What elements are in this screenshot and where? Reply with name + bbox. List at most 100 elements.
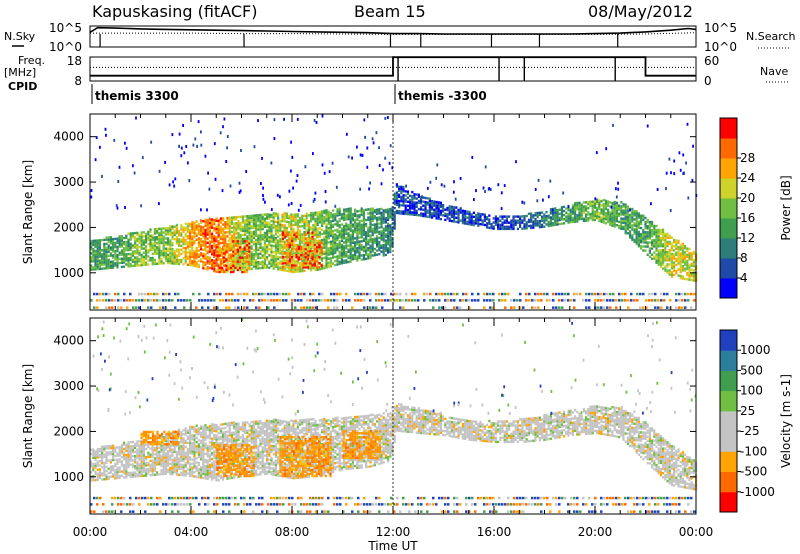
echo-cell [107, 238, 110, 241]
echo-cell [120, 464, 123, 467]
echo-cell [252, 259, 255, 262]
echo-cell [367, 216, 370, 219]
echo-cell [635, 218, 638, 221]
echo-cell [270, 262, 273, 266]
echo-cell [109, 444, 112, 448]
echo-cell [690, 268, 693, 272]
echo-cell [349, 240, 352, 243]
echo-cell [215, 217, 218, 220]
echo-cell [384, 249, 387, 253]
echo-cell [435, 200, 438, 204]
scatter-cell [292, 186, 294, 190]
echo-cell [470, 215, 473, 218]
echo-cell [303, 259, 306, 262]
echo-cell [195, 238, 198, 241]
echo-cell [565, 217, 568, 220]
echo-cell [490, 222, 493, 226]
echo-cell [120, 450, 123, 453]
echo-cell [103, 244, 106, 248]
echo-cell [94, 253, 97, 257]
near-range-cell [573, 292, 576, 296]
echo-cell [345, 214, 348, 217]
echo-cell [354, 249, 357, 252]
echo-cell [360, 231, 363, 235]
echo-cell [626, 219, 629, 223]
echo-cell [94, 464, 97, 467]
echo-cell [169, 241, 172, 244]
scatter-cell [549, 179, 552, 183]
echo-cell [310, 214, 313, 217]
echo-cell [114, 464, 117, 468]
echo-cell [226, 216, 229, 220]
echo-cell [189, 229, 192, 232]
echo-cell [98, 249, 101, 252]
echo-cell [114, 471, 117, 474]
echo-cell [314, 217, 317, 221]
echo-cell [334, 259, 337, 263]
echo-cell [142, 259, 145, 263]
scatter-cell [692, 144, 694, 148]
echo-cell [215, 244, 218, 247]
echo-cell [182, 226, 185, 229]
echo-cell [272, 265, 275, 268]
echo-cell [455, 216, 458, 219]
echo-cell [413, 209, 416, 212]
echo-cell [120, 253, 123, 256]
echo-cell [228, 222, 231, 226]
echo-cell [270, 215, 273, 219]
echo-cell [578, 213, 581, 217]
echo-cell [453, 220, 456, 223]
echo-cell [296, 231, 299, 234]
echo-cell [180, 226, 183, 229]
echo-cell [637, 214, 640, 217]
echo-cell [635, 220, 638, 223]
echo-cell [295, 245, 298, 249]
echo-cell [237, 234, 240, 237]
near-range-cell [348, 299, 351, 302]
echo-cell [96, 247, 99, 250]
echo-cell [184, 238, 187, 242]
echo-cell [261, 238, 264, 241]
echo-cell [255, 220, 258, 223]
echo-cell [223, 252, 226, 255]
echo-cell [123, 257, 126, 260]
echo-cell [306, 251, 310, 255]
near-range-cell [600, 306, 603, 309]
echo-cell [92, 450, 95, 453]
echo-cell [261, 221, 264, 225]
echo-cell [314, 266, 317, 270]
echo-cell [96, 474, 99, 477]
near-range-cell [258, 292, 261, 296]
echo-cell [171, 249, 174, 253]
echo-cell [288, 268, 291, 271]
echo-cell [250, 257, 253, 260]
echo-cell [316, 213, 319, 216]
echo-cell [109, 475, 112, 478]
near-range-cell [333, 306, 336, 309]
echo-cell [560, 214, 563, 217]
echo-cell [472, 219, 475, 223]
echo-cell [195, 261, 198, 264]
echo-cell [90, 246, 93, 249]
echo-cell [309, 237, 312, 240]
echo-cell [227, 256, 230, 259]
echo-cell [145, 245, 148, 248]
echo-cell [191, 223, 194, 226]
echo-cell [312, 217, 315, 221]
echo-cell [140, 231, 143, 234]
echo-cell [92, 241, 95, 245]
echo-cell [648, 231, 651, 234]
echo-cell [197, 224, 200, 228]
echo-cell [116, 257, 119, 261]
echo-cell [222, 227, 225, 230]
echo-cell [219, 221, 222, 224]
echo-cell [263, 264, 266, 267]
echo-cell [96, 476, 99, 480]
echo-cell [208, 225, 211, 229]
echo-cell [123, 249, 126, 252]
echo-cell [215, 231, 218, 235]
echo-cell [360, 236, 363, 239]
scatter-cell [299, 203, 302, 207]
echo-cell [552, 215, 555, 219]
echo-cell [193, 223, 196, 227]
